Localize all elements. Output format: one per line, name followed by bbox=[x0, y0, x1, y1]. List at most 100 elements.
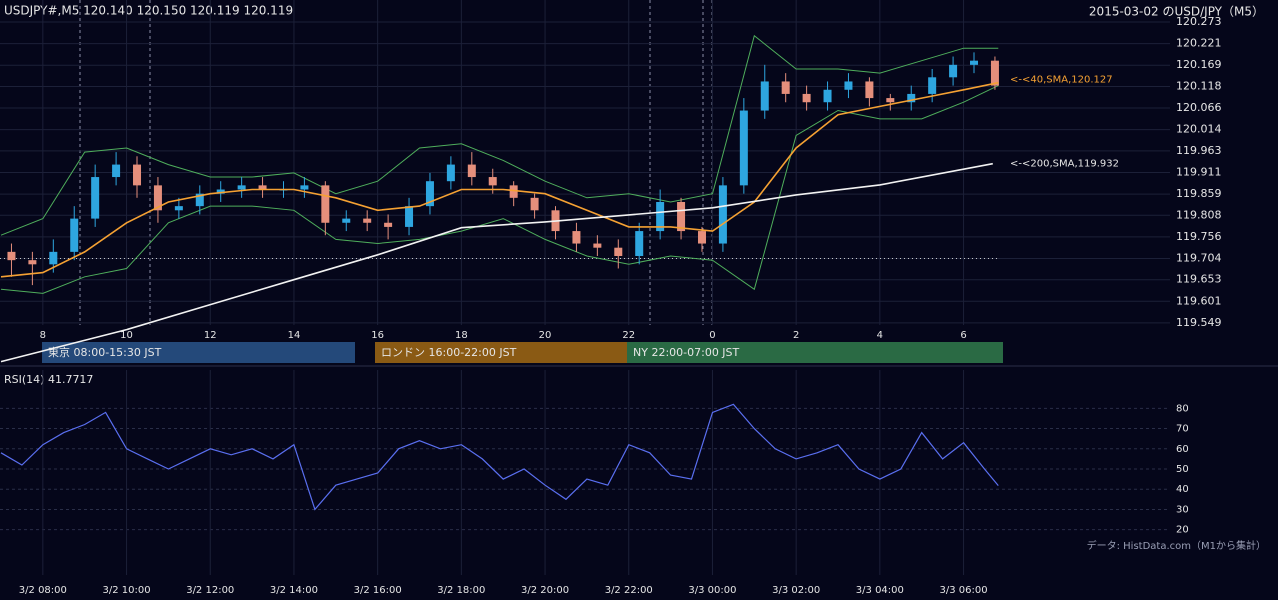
candle-body bbox=[70, 218, 79, 252]
x-tick-label: 2 bbox=[793, 330, 799, 341]
session-ny bbox=[627, 342, 1003, 363]
rsi-x-tick-label: 3/3 06:00 bbox=[940, 585, 988, 596]
bollinger-lower bbox=[0, 85, 999, 294]
session-label: ロンドン 16:00-22:00 JST bbox=[381, 346, 517, 359]
y-tick-label: 120.273 bbox=[1176, 15, 1222, 28]
candle-body bbox=[216, 189, 225, 194]
y-tick-label: 119.808 bbox=[1176, 208, 1222, 221]
rsi-x-tick-label: 3/3 00:00 bbox=[688, 585, 736, 596]
candle-body bbox=[928, 77, 937, 94]
candle-body bbox=[363, 218, 372, 223]
y-tick-label: 120.221 bbox=[1176, 37, 1222, 50]
session-label: 東京 08:00-15:30 JST bbox=[48, 345, 162, 359]
x-tick-label: 4 bbox=[877, 330, 883, 341]
candle-body bbox=[7, 251, 16, 261]
x-tick-label: 14 bbox=[288, 330, 301, 341]
candle-body bbox=[153, 185, 162, 211]
y-tick-label: 119.704 bbox=[1176, 252, 1222, 265]
rsi-line bbox=[0, 403, 999, 511]
y-tick-label: 119.549 bbox=[1176, 316, 1222, 329]
candle-body bbox=[195, 193, 204, 207]
rsi-y-tick-label: 60 bbox=[1176, 444, 1189, 455]
rsi-label: RSI(14) 41.7717 bbox=[4, 373, 93, 386]
candle-body bbox=[321, 185, 330, 223]
x-tick-label: 22 bbox=[622, 330, 635, 341]
rsi-x-tick-label: 3/2 18:00 bbox=[437, 585, 485, 596]
candle-body bbox=[990, 60, 999, 86]
chart-title: 2015-03-02 のUSD/JPY（M5） bbox=[1089, 5, 1264, 19]
candle-body bbox=[970, 60, 979, 65]
x-tick-label: 12 bbox=[204, 330, 217, 341]
y-tick-label: 119.859 bbox=[1176, 187, 1222, 200]
rsi-y-tick-label: 30 bbox=[1176, 504, 1189, 515]
x-tick-label: 0 bbox=[709, 330, 715, 341]
sma40-line bbox=[0, 81, 999, 278]
candle-body bbox=[258, 185, 267, 190]
rsi-x-tick-label: 3/2 14:00 bbox=[270, 585, 318, 596]
rsi-x-tick-label: 3/3 02:00 bbox=[772, 585, 820, 596]
candle-body bbox=[425, 181, 434, 207]
candle-body bbox=[739, 110, 748, 186]
y-tick-label: 119.601 bbox=[1176, 294, 1222, 307]
sma200-line bbox=[0, 162, 993, 363]
candle-body bbox=[697, 231, 706, 244]
x-tick-label: 18 bbox=[455, 330, 468, 341]
rsi-x-tick-label: 3/2 10:00 bbox=[103, 585, 151, 596]
candle-body bbox=[907, 93, 916, 103]
rsi-y-tick-label: 20 bbox=[1176, 525, 1189, 536]
candle-body bbox=[718, 185, 727, 244]
candle-body bbox=[865, 81, 874, 99]
candle-body bbox=[300, 185, 309, 190]
candle-body bbox=[635, 231, 644, 257]
session-london bbox=[375, 342, 627, 363]
annotation: <-<40,SMA,120.127 bbox=[1010, 75, 1113, 86]
rsi-y-tick-label: 40 bbox=[1176, 484, 1189, 495]
rsi-x-tick-label: 3/2 16:00 bbox=[354, 585, 402, 596]
candle-body bbox=[91, 177, 100, 219]
candle-body bbox=[28, 260, 37, 265]
candle-body bbox=[49, 251, 58, 265]
candle-body bbox=[614, 247, 623, 257]
candle-body bbox=[342, 218, 351, 223]
source: データ: HistData.com（M1から集計） bbox=[1087, 539, 1266, 552]
candle-body bbox=[949, 64, 958, 78]
bollinger-upper bbox=[0, 34, 999, 236]
candle-body bbox=[844, 81, 853, 90]
candle-body bbox=[802, 93, 811, 103]
candle-body bbox=[509, 185, 518, 198]
y-tick-label: 119.963 bbox=[1176, 144, 1222, 157]
rsi-x-tick-label: 3/2 22:00 bbox=[605, 585, 653, 596]
candle-body bbox=[781, 81, 790, 94]
session-label: NY 22:00-07:00 JST bbox=[633, 346, 740, 359]
candle-body bbox=[405, 206, 414, 227]
y-tick-label: 119.911 bbox=[1176, 165, 1222, 178]
candle-body bbox=[133, 164, 142, 186]
candle-body bbox=[760, 81, 769, 111]
candle-body bbox=[593, 243, 602, 248]
candle-body bbox=[656, 201, 665, 232]
candle-body bbox=[677, 201, 686, 232]
candle-body bbox=[886, 98, 895, 103]
y-tick-label: 119.756 bbox=[1176, 230, 1222, 243]
candle-body bbox=[446, 164, 455, 182]
candle-body bbox=[488, 177, 497, 186]
candle-body bbox=[384, 222, 393, 227]
session-tokyo bbox=[42, 342, 355, 363]
candle-body bbox=[467, 164, 476, 178]
rsi-y-tick-label: 50 bbox=[1176, 464, 1189, 475]
rsi-x-tick-label: 3/3 04:00 bbox=[856, 585, 904, 596]
y-tick-label: 120.066 bbox=[1176, 101, 1222, 114]
y-tick-label: 120.014 bbox=[1176, 123, 1222, 136]
rsi-x-tick-label: 3/2 20:00 bbox=[521, 585, 569, 596]
candle-body bbox=[823, 89, 832, 103]
y-tick-label: 119.653 bbox=[1176, 273, 1222, 286]
candle-body bbox=[174, 206, 183, 211]
candle-body bbox=[237, 185, 246, 190]
x-tick-label: 6 bbox=[960, 330, 966, 341]
candle-body bbox=[572, 231, 581, 244]
x-tick-label: 20 bbox=[539, 330, 552, 341]
subtitle: USDJPY#,M5 120.140 120.150 120.119 120.1… bbox=[4, 4, 293, 18]
x-tick-label: 10 bbox=[120, 330, 133, 341]
x-tick-label: 8 bbox=[40, 330, 46, 341]
